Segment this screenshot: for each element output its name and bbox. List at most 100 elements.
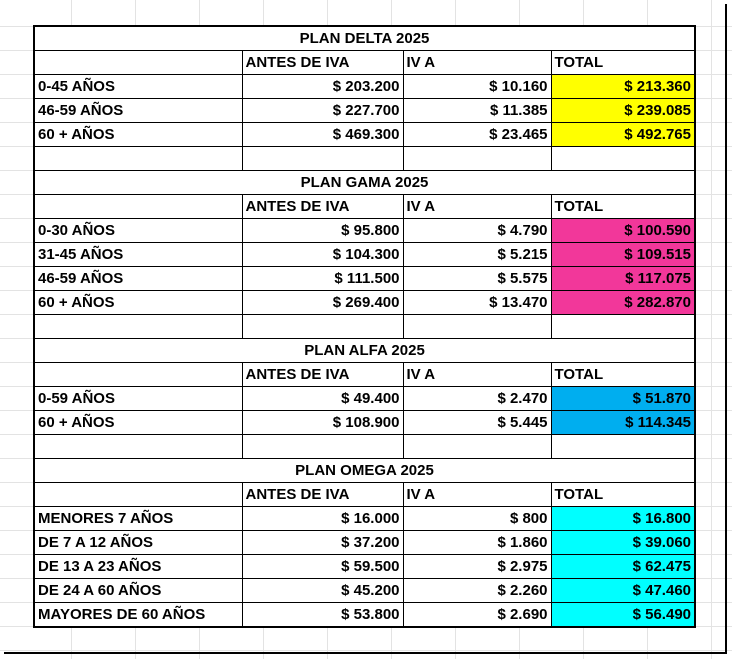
- age-range-cell[interactable]: 0-30 AÑOS: [33, 218, 243, 243]
- header-iva[interactable]: IV A: [402, 362, 552, 387]
- total-cell[interactable]: $ 114.345: [550, 410, 696, 435]
- table-row: MAYORES DE 60 AÑOS $ 53.800 $ 2.690 $ 56.49…: [33, 602, 696, 628]
- iva-cell[interactable]: $ 13.470: [402, 290, 552, 315]
- total-cell[interactable]: $ 47.460: [550, 578, 696, 603]
- before-iva-cell[interactable]: $ 203.200: [241, 74, 404, 99]
- age-range-cell[interactable]: DE 7 A 12 AÑOS: [33, 530, 243, 555]
- before-iva-cell[interactable]: $ 227.700: [241, 98, 404, 123]
- iva-cell[interactable]: $ 5.575: [402, 266, 552, 291]
- age-range-cell[interactable]: MAYORES DE 60 AÑOS: [33, 602, 243, 628]
- empty-cell[interactable]: [241, 314, 404, 339]
- header-total[interactable]: TOTAL: [550, 194, 696, 219]
- before-iva-cell[interactable]: $ 469.300: [241, 122, 404, 147]
- age-range-cell[interactable]: 60 + AÑOS: [33, 410, 243, 435]
- header-before-iva[interactable]: ANTES DE IVA: [241, 194, 404, 219]
- column-header-row: ANTES DE IVA IV A TOTAL: [33, 50, 696, 75]
- total-cell[interactable]: $ 39.060: [550, 530, 696, 555]
- plan-title[interactable]: PLAN ALFA 2025: [33, 338, 696, 363]
- blank-row: [33, 434, 696, 459]
- total-cell[interactable]: $ 109.515: [550, 242, 696, 267]
- iva-cell[interactable]: $ 11.385: [402, 98, 552, 123]
- empty-cell[interactable]: [33, 146, 243, 171]
- age-range-cell[interactable]: 46-59 AÑOS: [33, 98, 243, 123]
- total-cell[interactable]: $ 62.475: [550, 554, 696, 579]
- header-iva[interactable]: IV A: [402, 50, 552, 75]
- plan-title[interactable]: PLAN DELTA 2025: [33, 25, 696, 51]
- before-iva-cell[interactable]: $ 104.300: [241, 242, 404, 267]
- age-range-cell[interactable]: 31-45 AÑOS: [33, 242, 243, 267]
- before-iva-cell[interactable]: $ 53.800: [241, 602, 404, 628]
- plan-title-row: PLAN DELTA 2025: [33, 25, 696, 51]
- iva-cell[interactable]: $ 2.975: [402, 554, 552, 579]
- total-cell[interactable]: $ 492.765: [550, 122, 696, 147]
- before-iva-cell[interactable]: $ 16.000: [241, 506, 404, 531]
- iva-cell[interactable]: $ 800: [402, 506, 552, 531]
- table-row: 60 + AÑOS $ 108.900 $ 5.445 $ 114.345: [33, 410, 696, 435]
- empty-cell[interactable]: [550, 146, 696, 171]
- header-before-iva[interactable]: ANTES DE IVA: [241, 50, 404, 75]
- table-row: 60 + AÑOS $ 469.300 $ 23.465 $ 492.765: [33, 122, 696, 147]
- age-range-cell[interactable]: 46-59 AÑOS: [33, 266, 243, 291]
- total-cell[interactable]: $ 239.085: [550, 98, 696, 123]
- empty-cell[interactable]: [402, 146, 552, 171]
- screenshot-frame: [4, 4, 727, 654]
- age-range-cell[interactable]: MENORES 7 AÑOS: [33, 506, 243, 531]
- header-iva[interactable]: IV A: [402, 482, 552, 507]
- before-iva-cell[interactable]: $ 49.400: [241, 386, 404, 411]
- total-cell[interactable]: $ 56.490: [550, 602, 696, 628]
- empty-cell[interactable]: [550, 434, 696, 459]
- age-range-cell[interactable]: 0-59 AÑOS: [33, 386, 243, 411]
- plan-title[interactable]: PLAN OMEGA 2025: [33, 458, 696, 483]
- header-total[interactable]: TOTAL: [550, 50, 696, 75]
- header-empty-cell[interactable]: [33, 194, 243, 219]
- empty-cell[interactable]: [402, 434, 552, 459]
- total-cell[interactable]: $ 16.800: [550, 506, 696, 531]
- empty-cell[interactable]: [550, 314, 696, 339]
- header-empty-cell[interactable]: [33, 482, 243, 507]
- age-range-cell[interactable]: DE 13 A 23 AÑOS: [33, 554, 243, 579]
- header-iva[interactable]: IV A: [402, 194, 552, 219]
- iva-cell[interactable]: $ 1.860: [402, 530, 552, 555]
- header-total[interactable]: TOTAL: [550, 482, 696, 507]
- table-row: DE 7 A 12 AÑOS $ 37.200 $ 1.860 $ 39.060: [33, 530, 696, 555]
- header-empty-cell[interactable]: [33, 362, 243, 387]
- iva-cell[interactable]: $ 2.690: [402, 602, 552, 628]
- before-iva-cell[interactable]: $ 269.400: [241, 290, 404, 315]
- empty-cell[interactable]: [402, 314, 552, 339]
- before-iva-cell[interactable]: $ 45.200: [241, 578, 404, 603]
- total-cell[interactable]: $ 51.870: [550, 386, 696, 411]
- before-iva-cell[interactable]: $ 111.500: [241, 266, 404, 291]
- iva-cell[interactable]: $ 5.445: [402, 410, 552, 435]
- blank-row: [33, 314, 696, 339]
- iva-cell[interactable]: $ 10.160: [402, 74, 552, 99]
- total-cell[interactable]: $ 117.075: [550, 266, 696, 291]
- total-cell[interactable]: $ 282.870: [550, 290, 696, 315]
- header-empty-cell[interactable]: [33, 50, 243, 75]
- total-cell[interactable]: $ 213.360: [550, 74, 696, 99]
- header-total[interactable]: TOTAL: [550, 362, 696, 387]
- before-iva-cell[interactable]: $ 59.500: [241, 554, 404, 579]
- empty-cell[interactable]: [33, 314, 243, 339]
- header-before-iva[interactable]: ANTES DE IVA: [241, 362, 404, 387]
- header-before-iva[interactable]: ANTES DE IVA: [241, 482, 404, 507]
- iva-cell[interactable]: $ 5.215: [402, 242, 552, 267]
- iva-cell[interactable]: $ 2.260: [402, 578, 552, 603]
- empty-cell[interactable]: [241, 146, 404, 171]
- before-iva-cell[interactable]: $ 108.900: [241, 410, 404, 435]
- iva-cell[interactable]: $ 23.465: [402, 122, 552, 147]
- table-row: 46-59 AÑOS $ 111.500 $ 5.575 $ 117.075: [33, 266, 696, 291]
- empty-cell[interactable]: [241, 434, 404, 459]
- age-range-cell[interactable]: 0-45 AÑOS: [33, 74, 243, 99]
- before-iva-cell[interactable]: $ 37.200: [241, 530, 404, 555]
- age-range-cell[interactable]: DE 24 A 60 AÑOS: [33, 578, 243, 603]
- total-cell[interactable]: $ 100.590: [550, 218, 696, 243]
- plan-title-row: PLAN ALFA 2025: [33, 338, 696, 363]
- iva-cell[interactable]: $ 4.790: [402, 218, 552, 243]
- age-range-cell[interactable]: 60 + AÑOS: [33, 290, 243, 315]
- age-range-cell[interactable]: 60 + AÑOS: [33, 122, 243, 147]
- before-iva-cell[interactable]: $ 95.800: [241, 218, 404, 243]
- plan-title[interactable]: PLAN GAMA 2025: [33, 170, 696, 195]
- table-row: 0-45 AÑOS $ 203.200 $ 10.160 $ 213.360: [33, 74, 696, 99]
- empty-cell[interactable]: [33, 434, 243, 459]
- iva-cell[interactable]: $ 2.470: [402, 386, 552, 411]
